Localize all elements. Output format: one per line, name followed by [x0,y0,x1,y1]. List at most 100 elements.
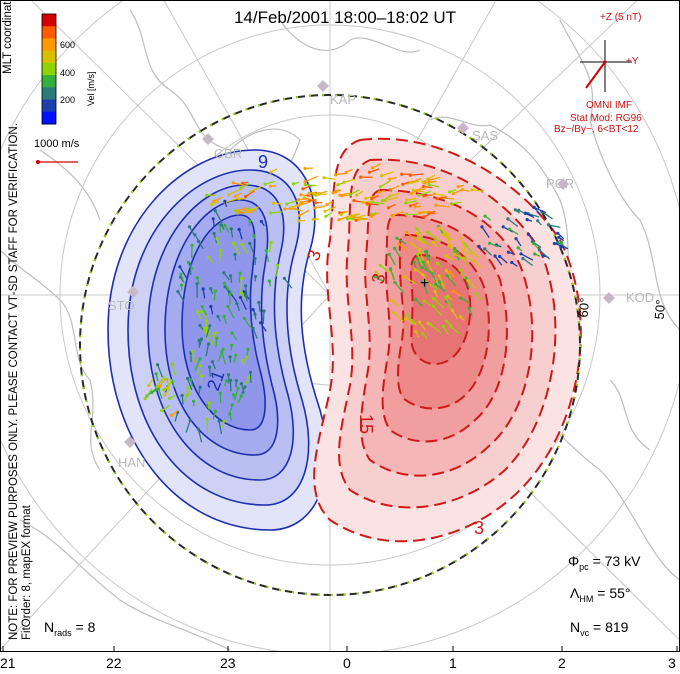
velocity-vector [177,291,185,302]
velocity-vector [214,210,223,224]
velocity-vector-origin [388,194,392,198]
station-label: HAN [118,455,146,470]
velocity-vector [481,226,490,238]
velocity-vector-origin [301,187,305,191]
velocity-vector [206,419,209,433]
velocity-vector-origin [206,342,211,346]
station-label: SAS [472,128,499,143]
velocity-vector [276,265,279,277]
velocity-vector-origin [401,182,405,186]
velocity-vector [372,201,385,205]
velocity-vector [538,249,551,260]
station-label: KOD [626,290,655,305]
velocity-vector-origin [427,182,431,187]
velocity-vector [239,297,247,310]
radar-count: Nrads = 8 [44,619,96,638]
velocity-vector-origin [416,252,420,256]
velocity-vector-origin [239,394,243,398]
velocity-vector-origin [264,248,268,252]
velocity-vector-origin [453,252,457,256]
velocity-vector-origin [532,241,536,246]
velocity-vector [232,243,240,255]
velocity-vector-origin [209,304,213,309]
velocity-vector-origin [198,364,202,368]
velocity-vector-origin [404,212,409,216]
velocity-vector-origin [521,256,525,261]
velocity-vector-origin [233,194,237,198]
velocity-vector-origin [380,174,384,178]
velocity-vector [350,213,361,219]
velocity-vector [245,190,255,198]
velocity-vector [223,282,233,295]
velocity-vector [396,237,407,245]
velocity-vector-origin [242,316,246,321]
velocity-vector [429,323,442,334]
velocity-vector [460,237,467,250]
mlt-tick-label: 21 [0,655,16,671]
velocity-vector-origin [209,202,214,206]
velocity-vector [463,249,471,262]
velocity-vector-origin [370,214,374,218]
velocity-vector-origin [378,185,382,189]
velocity-vector [344,178,356,183]
velocity-vector-origin [299,193,303,197]
velocity-vector [189,264,192,276]
velocity-vector-origin [198,323,202,328]
velocity-vector-origin [556,241,560,245]
velocity-vector-origin [380,199,385,203]
velocity-colorbar [41,13,57,125]
velocity-vector [227,306,235,319]
velocity-vector [233,182,247,187]
vector-count: Nvc = 819 [570,619,629,638]
velocity-vector-origin [187,225,192,229]
velocity-vector-origin [483,214,487,218]
velocity-vector-origin [336,183,340,187]
velocity-vector-origin [216,314,220,319]
velocity-vector [406,314,417,325]
velocity-vector [228,188,241,196]
velocity-vector [218,420,223,435]
colorbar-axis-label: Vel [m/s] [86,71,96,106]
velocity-vector-origin [314,193,318,197]
velocity-vector-origin [325,202,329,207]
velocity-vector-origin [222,281,226,285]
velocity-vector-origin [195,282,199,286]
velocity-vector [365,195,377,199]
velocity-vector-origin [448,324,453,328]
velocity-vector-origin [154,372,158,376]
velocity-vector-origin [162,388,166,392]
velocity-vector-origin [393,280,397,285]
velocity-vector-origin [357,217,361,221]
velocity-vector [389,268,395,281]
velocity-vector-origin [415,227,419,231]
velocity-vector-origin [253,274,258,279]
velocity-vector-origin [451,192,455,196]
velocity-vector-origin [238,271,242,275]
velocity-vector-origin [235,302,239,306]
velocity-vector-origin [370,200,374,204]
velocity-vector-origin [232,393,236,397]
velocity-vector-origin [460,188,464,192]
velocity-vector [188,226,196,237]
velocity-vector-origin [338,193,342,197]
imf-conditions: Bz−/By−, 6<BT<12 [554,124,639,135]
velocity-vector-origin [464,276,468,280]
velocity-vector [243,318,251,328]
velocity-vector-origin [213,289,217,293]
velocity-vector-origin [392,311,396,315]
velocity-vector-origin [354,218,358,222]
velocity-vector-origin [222,271,226,275]
velocity-vector [238,229,243,240]
velocity-vector-origin [150,390,154,394]
velocity-vector [156,375,166,388]
velocity-vector-origin [243,293,248,297]
velocity-vector [338,215,350,221]
velocity-vector-origin [229,227,233,231]
velocity-vector-origin [402,274,406,279]
velocity-vector-origin [483,247,487,251]
velocity-vector-origin [170,413,174,417]
velocity-vector-origin [246,375,251,379]
velocity-vector-origin [285,202,289,206]
velocity-vector-origin [252,234,256,238]
velocity-vector-origin [217,419,221,423]
